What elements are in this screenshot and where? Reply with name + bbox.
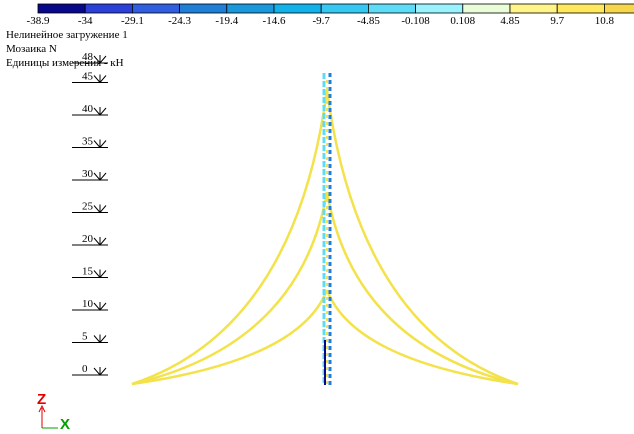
legend-label: 4.85	[500, 15, 520, 27]
x-label: X	[60, 416, 70, 433]
legend-label: -38.9	[27, 15, 50, 27]
level-label: 0	[82, 363, 88, 375]
cable	[325, 289, 519, 386]
cable	[131, 289, 329, 386]
legend-label: -4.85	[357, 15, 380, 27]
legend-swatch	[604, 3, 634, 14]
level-label: 25	[82, 201, 94, 213]
model	[131, 73, 519, 386]
info-line: Нелинейное загружение 1	[6, 29, 128, 41]
legend-swatch	[415, 3, 464, 14]
level-label: 20	[82, 233, 94, 245]
legend-label: 10.8	[595, 15, 615, 27]
level-arrow	[93, 74, 107, 84]
legend-swatch	[226, 3, 275, 14]
level-label: 5	[82, 331, 88, 343]
level-arrow	[93, 172, 107, 181]
legend-swatch	[509, 3, 558, 14]
level-arrow	[93, 55, 107, 64]
legend-label: -14.6	[263, 15, 286, 27]
level-label: 30	[82, 168, 94, 180]
cable	[325, 89, 519, 386]
legend-swatch	[37, 3, 86, 14]
level-label: 35	[82, 136, 94, 148]
legend-label: -24.3	[168, 15, 191, 27]
level-arrow	[93, 237, 107, 246]
level-arrow	[93, 139, 107, 149]
z-arrow	[38, 404, 46, 413]
legend-swatch	[273, 3, 322, 14]
level-label: 10	[82, 298, 94, 310]
level-arrow	[93, 204, 107, 214]
legend-label: -19.4	[215, 15, 238, 27]
legend-swatch	[320, 3, 369, 14]
info-line: Единицы измерения - кН	[6, 57, 124, 69]
level-label: 48	[82, 51, 94, 63]
legend-label: 9.7	[550, 15, 564, 27]
cable	[131, 89, 329, 386]
legend-label: 0.108	[450, 15, 475, 27]
level-markers: 48 45 40 35 30 25 20 15 10 5 0	[72, 51, 108, 376]
axis-icon: Z X	[37, 391, 70, 433]
legend-label: -34	[78, 15, 93, 27]
info-text: Нелинейное загружение 1 Мозаика N Единицы …	[6, 29, 128, 69]
legend-swatch	[179, 3, 228, 14]
legend-label: -9.7	[312, 15, 330, 27]
legend-swatch	[367, 3, 416, 14]
z-label: Z	[37, 391, 46, 408]
legend-swatch	[462, 3, 511, 14]
legend-label: -29.1	[121, 15, 144, 27]
legend-swatch	[131, 3, 180, 14]
level-label: 45	[82, 71, 94, 83]
legend-swatch	[556, 3, 605, 14]
cable	[325, 191, 519, 386]
level-arrow	[93, 367, 107, 376]
legend-swatch	[84, 3, 133, 14]
level-arrow	[93, 334, 107, 344]
level-arrow	[93, 269, 107, 279]
color-legend: -38.9 -34 -29.1 -24.3 -19.4 -14.6 -9.7 -4.85 -0.…	[27, 3, 634, 27]
level-arrow	[93, 302, 107, 311]
level-arrow	[93, 107, 107, 116]
level-label: 15	[82, 266, 94, 278]
cable	[131, 191, 329, 386]
level-label: 40	[82, 103, 94, 115]
legend-label: -0.108	[401, 15, 430, 27]
info-line: Мозаика N	[6, 43, 57, 55]
